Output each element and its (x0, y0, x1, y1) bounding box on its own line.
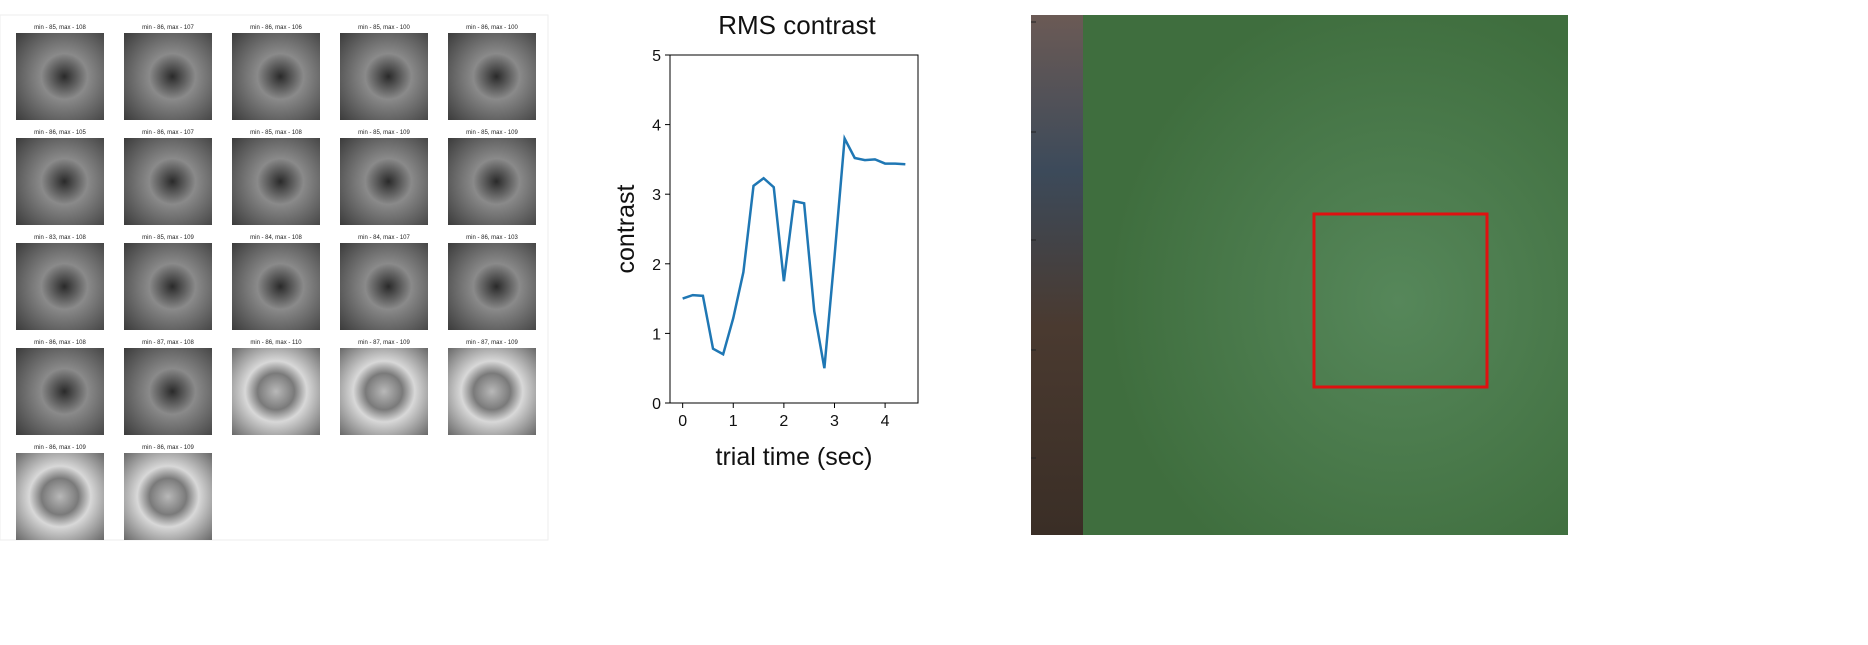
thumbnail-image (340, 243, 428, 330)
thumbnail-image (232, 138, 320, 225)
y-tick-label: 0 (652, 396, 661, 413)
thumbnail-image (340, 33, 428, 120)
thumbnail-image (16, 138, 104, 225)
thumbnail-title: min - 86, max - 106 (250, 25, 302, 31)
thumbnail-image (16, 243, 104, 330)
thumbnail-image (124, 138, 212, 225)
thumbnail-image (232, 33, 320, 120)
thumbnail-title: min - 84, max - 108 (250, 235, 302, 241)
chart-panel (612, 0, 937, 470)
thumbnail-title: min - 86, max - 107 (142, 25, 194, 31)
thumbnail-image (340, 138, 428, 225)
x-tick-label: 3 (830, 413, 839, 430)
thumbnail-image (448, 243, 536, 330)
y-tick-label: 4 (652, 118, 661, 135)
y-tick-label: 2 (652, 257, 661, 274)
thumbnail-title: min - 86, max - 103 (466, 235, 518, 241)
thumbnail-title: min - 85, max - 108 (250, 130, 302, 136)
green-field (1083, 15, 1568, 535)
thumbnail-title: min - 84, max - 107 (358, 235, 410, 241)
thumbnail-title: min - 86, max - 105 (34, 130, 86, 136)
thumbnail-image (448, 138, 536, 225)
thumbnail-image (340, 348, 428, 435)
thumbnail-image (16, 453, 104, 540)
camera-panel (1031, 15, 1568, 535)
y-tick-label: 5 (652, 48, 661, 65)
thumbnail-image (16, 348, 104, 435)
thumbnail-image (448, 348, 536, 435)
thumbnail-image (448, 33, 536, 120)
thumbnail-title: min - 86, max - 107 (142, 130, 194, 136)
thumbnail-image (16, 33, 104, 120)
thumbnail-title: min - 83, max - 108 (34, 235, 86, 241)
y-axis-label: contrast (612, 184, 640, 273)
plot-frame (669, 54, 919, 404)
thumbnail-grid: min - 85, max - 108 min - 86, max - 107 mi… (16, 25, 536, 540)
thumbnail-title: min - 87, max - 109 (466, 340, 518, 346)
thumbnail-title: min - 86, max - 110 (250, 340, 302, 346)
x-tick-label: 4 (881, 413, 890, 430)
chart-title: RMS contrast (718, 10, 876, 40)
thumbnail-title: min - 85, max - 109 (358, 130, 410, 136)
chart: RMS contrast trial time (sec) contrast 0 1 2 3… (612, 10, 919, 471)
thumbnail-title: min - 86, max - 108 (34, 340, 86, 346)
thumbnail-title: min - 86, max - 100 (466, 25, 518, 31)
data-line (682, 134, 906, 369)
x-axis-label: trial time (sec) (716, 443, 873, 471)
y-tick-label: 3 (652, 187, 661, 204)
thumbnail-image (232, 348, 320, 435)
thumbnail-title: min - 85, max - 100 (358, 25, 410, 31)
thumbnail-title: min - 87, max - 109 (358, 340, 410, 346)
x-tick-label: 2 (779, 413, 788, 430)
roi-box (1312, 212, 1489, 389)
thumbnail-image (124, 348, 212, 435)
thumbnail-image (232, 243, 320, 330)
x-tick-label: 1 (729, 413, 738, 430)
thumbnail-image (124, 453, 212, 540)
thumbnail-image (124, 33, 212, 120)
thumbnail-title: min - 86, max - 109 (142, 445, 194, 451)
thumbnail-title: min - 87, max - 108 (142, 340, 194, 346)
thumbnail-image (124, 243, 212, 330)
y-tick-label: 1 (652, 326, 661, 343)
thumbnail-title: min - 85, max - 108 (34, 25, 86, 31)
photo-strip (1031, 15, 1083, 535)
x-tick-label: 0 (678, 413, 687, 430)
thumbnail-title: min - 86, max - 109 (34, 445, 86, 451)
thumbnail-title: min - 85, max - 109 (142, 235, 194, 241)
thumbnail-title: min - 85, max - 109 (466, 130, 518, 136)
